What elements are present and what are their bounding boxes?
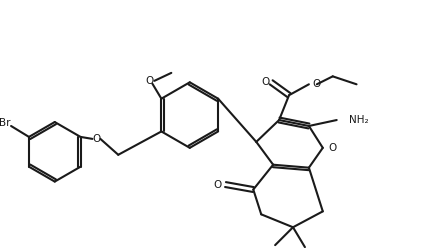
Text: O: O [261, 77, 269, 87]
Text: Br: Br [0, 118, 11, 128]
Text: O: O [145, 76, 153, 86]
Text: O: O [312, 79, 320, 89]
Text: O: O [92, 134, 100, 144]
Text: O: O [213, 180, 221, 189]
Text: O: O [328, 143, 336, 153]
Text: NH₂: NH₂ [348, 115, 367, 125]
